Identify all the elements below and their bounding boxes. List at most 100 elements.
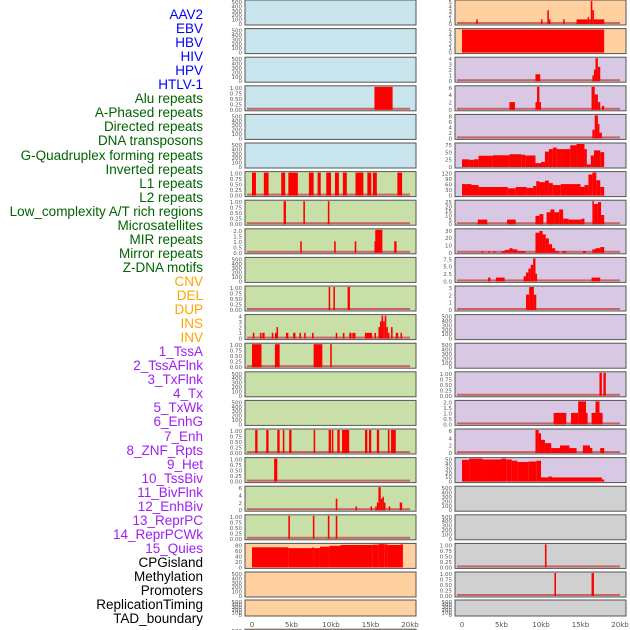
panel-background bbox=[244, 228, 417, 255]
data-bar bbox=[544, 151, 549, 167]
y-tick-label: 200 bbox=[232, 271, 243, 277]
y-tick-label: 0.50 bbox=[230, 354, 243, 360]
y-tick-label: 200 bbox=[232, 385, 243, 391]
track-panel: 1.000.750.500.250.00 bbox=[440, 371, 627, 400]
y-tick-label: 500 bbox=[232, 400, 243, 406]
y-tick-label: 1 bbox=[449, 301, 453, 307]
baseline bbox=[457, 565, 620, 568]
data-bar bbox=[515, 186, 527, 196]
data-bar bbox=[523, 276, 526, 282]
data-bar bbox=[548, 183, 553, 196]
data-bar bbox=[599, 132, 602, 139]
y-tick-label: 0.75 bbox=[440, 549, 453, 555]
y-tick-label: 0 bbox=[449, 251, 453, 257]
baseline bbox=[247, 250, 410, 253]
track-panel: 2.01.51.00.50.0 bbox=[443, 399, 627, 428]
track-panel: 1.000.750.500.250.00 bbox=[440, 542, 627, 571]
data-bar bbox=[541, 19, 543, 24]
y-tick-label: 100 bbox=[442, 361, 453, 367]
y-tick-label: 300 bbox=[232, 266, 243, 272]
panel-background bbox=[244, 314, 417, 341]
data-bar bbox=[587, 17, 590, 24]
data-bar bbox=[595, 58, 598, 82]
y-tick-label: 5 bbox=[449, 0, 453, 6]
data-bar bbox=[507, 188, 516, 196]
data-bar bbox=[262, 332, 265, 339]
data-bar bbox=[469, 458, 483, 482]
track-panel: 1.000.750.500.250.00 bbox=[230, 199, 417, 228]
data-bar bbox=[552, 185, 561, 196]
y-tick-label: 0 bbox=[239, 422, 243, 428]
y-tick-label: 0 bbox=[239, 51, 243, 57]
data-bar bbox=[283, 201, 286, 225]
data-bar bbox=[591, 573, 594, 596]
y-tick-label: 0.0 bbox=[443, 279, 452, 285]
data-bar bbox=[252, 172, 256, 196]
data-bar bbox=[319, 546, 330, 568]
track-label: 3_TxFlnk bbox=[147, 372, 203, 388]
y-tick-label: 0.50 bbox=[230, 469, 243, 475]
data-bar bbox=[252, 332, 255, 339]
data-bar bbox=[462, 159, 470, 167]
y-tick-label: 200 bbox=[232, 42, 243, 48]
y-tick-label: 400 bbox=[232, 147, 243, 153]
track-label: HPV bbox=[175, 63, 203, 79]
data-bar bbox=[488, 251, 490, 253]
data-bar bbox=[550, 209, 555, 225]
y-tick-label: 300 bbox=[442, 524, 453, 530]
track-panel: 32 10 bbox=[449, 285, 627, 314]
data-bar bbox=[383, 502, 386, 511]
y-tick-label: 1.0 bbox=[443, 411, 452, 417]
track-label: INV bbox=[180, 330, 203, 346]
y-tick-label: 1.00 bbox=[230, 458, 243, 464]
y-tick-label: 0 bbox=[449, 51, 453, 57]
y-tick-label: 200 bbox=[442, 608, 453, 614]
y-tick-label: 0.50 bbox=[230, 97, 243, 103]
data-bar bbox=[569, 448, 577, 453]
y-tick-label: 400 bbox=[232, 576, 243, 582]
data-bar bbox=[331, 430, 334, 453]
track-label: 7_Enh bbox=[163, 428, 203, 444]
data-bar bbox=[517, 461, 529, 482]
y-tick-label: 75 bbox=[445, 143, 452, 149]
baseline bbox=[457, 136, 620, 139]
data-bar bbox=[593, 203, 598, 225]
data-bar bbox=[285, 332, 289, 339]
data-bar bbox=[526, 187, 534, 196]
data-bar bbox=[586, 412, 588, 425]
data-bar bbox=[255, 430, 258, 453]
data-bar bbox=[288, 172, 298, 196]
data-bar bbox=[541, 161, 545, 167]
y-tick-label: 30 bbox=[445, 229, 452, 235]
y-tick-label: 1.00 bbox=[230, 86, 243, 92]
track-label: Inverted repeats bbox=[105, 161, 203, 177]
data-bar bbox=[539, 102, 541, 110]
track-panel: 1.000.750.500.250.00 bbox=[230, 285, 417, 314]
data-bar bbox=[551, 448, 560, 453]
y-tick-label: 300 bbox=[232, 409, 243, 415]
data-bar bbox=[538, 433, 541, 453]
data-bar bbox=[370, 506, 373, 511]
track-label: AAV2 bbox=[169, 7, 203, 22]
track-panel: 1.000.750.500.250.00 bbox=[230, 342, 417, 371]
data-bar bbox=[548, 244, 553, 253]
baseline bbox=[457, 393, 620, 396]
y-tick-label: 0.75 bbox=[230, 463, 243, 469]
track-label: L2 repeats bbox=[139, 189, 203, 205]
data-bar bbox=[304, 332, 306, 339]
data-bar bbox=[328, 430, 331, 453]
data-bar bbox=[337, 430, 340, 453]
panel-background bbox=[454, 342, 627, 369]
y-tick-label: 10 bbox=[445, 243, 452, 249]
data-bar bbox=[488, 277, 491, 282]
data-bar bbox=[271, 332, 274, 339]
data-bar bbox=[313, 430, 316, 453]
y-tick-label: 3 bbox=[449, 63, 453, 69]
data-bar bbox=[592, 10, 594, 24]
track-label: Mirror repeats bbox=[118, 245, 203, 261]
y-tick-label: 400 bbox=[232, 262, 243, 268]
data-bar bbox=[375, 506, 377, 511]
data-bar bbox=[535, 102, 538, 110]
